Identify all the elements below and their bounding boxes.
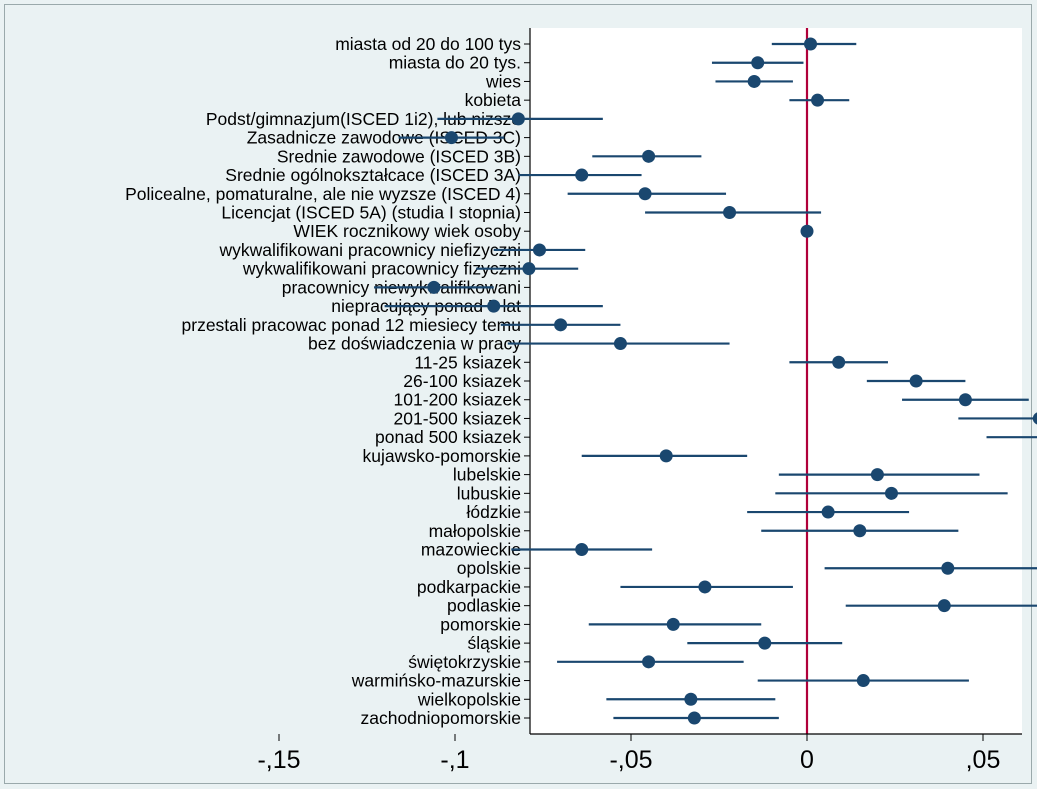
y-tick-label: śląskie <box>468 633 522 653</box>
x-tick-label: -,1 <box>440 746 469 774</box>
y-tick-label: warmińsko-mazurskie <box>351 671 521 691</box>
point-marker <box>800 224 814 238</box>
point-marker <box>642 149 656 163</box>
point-marker <box>884 486 898 500</box>
point-marker <box>698 580 712 594</box>
y-tick-label: wielkopolskie <box>417 689 521 709</box>
y-tick-label: 101-200 ksiazek <box>394 390 522 410</box>
point-marker <box>613 337 627 351</box>
y-tick-label: kujawsko-pomorskie <box>362 446 521 466</box>
y-tick-label: podlaskie <box>447 596 521 616</box>
point-marker <box>804 37 818 51</box>
y-tick-label: świętokrzyskie <box>408 652 521 672</box>
point-marker <box>1032 412 1037 425</box>
point-marker <box>853 524 867 538</box>
y-tick-label: wies <box>485 71 521 91</box>
point-marker <box>909 374 923 388</box>
point-marker <box>638 187 652 201</box>
point-marker <box>554 318 568 332</box>
y-tick-label: opolskie <box>457 558 521 578</box>
y-tick-label: Srednie zawodowe (ISCED 3B) <box>277 146 521 166</box>
point-marker <box>821 505 835 519</box>
y-tick-label: 201-500 ksiazek <box>394 408 522 428</box>
y-tick-label: podkarpackie <box>417 577 521 597</box>
y-tick-label: mazowieckie <box>421 540 521 560</box>
y-tick-label: Licencjat (ISCED 5A) (studia I stopnia) <box>221 203 521 223</box>
point-marker <box>575 543 589 556</box>
point-marker <box>723 206 737 219</box>
point-marker <box>832 355 846 369</box>
y-tick-label: łódzkie <box>467 502 521 522</box>
point-marker <box>427 280 441 294</box>
x-tick-label: -,15 <box>257 746 300 774</box>
y-tick-label: małopolskie <box>429 521 521 541</box>
point-marker <box>937 599 951 613</box>
point-marker <box>758 636 772 650</box>
point-marker <box>684 692 698 706</box>
y-tick-label: Podst/gimnazjum(ISCED 1i2), lub nizsze <box>206 109 521 129</box>
point-marker <box>522 262 536 276</box>
point-marker <box>444 131 458 145</box>
point-marker <box>747 74 761 88</box>
point-marker <box>687 711 701 725</box>
y-tick-label: miasta od 20 do 100 tys <box>335 34 521 54</box>
y-tick-label: 11-25 ksiazek <box>414 352 521 372</box>
outer-frame <box>4 4 1032 784</box>
point-marker <box>487 299 501 313</box>
y-tick-label: zachodniopomorskie <box>360 708 521 728</box>
y-tick-label: miasta do 20 tys. <box>389 53 521 73</box>
y-tick-label: bez doświadczenia w pracy <box>308 334 521 354</box>
y-tick-label: kobieta <box>465 90 522 110</box>
point-marker <box>870 468 884 482</box>
point-marker <box>666 617 680 631</box>
point-marker <box>642 655 656 669</box>
y-tick-label: 26-100 ksiazek <box>403 371 521 391</box>
y-tick-label: Policealne, pomaturalne, ale nie wyzsze … <box>125 184 521 204</box>
point-marker <box>532 243 546 257</box>
point-marker <box>575 168 589 182</box>
point-marker <box>941 561 955 575</box>
point-marker <box>958 393 972 407</box>
y-tick-label: Srednie ogólnokształcace (ISCED 3A) <box>225 165 521 185</box>
x-tick-label: 0 <box>800 746 814 774</box>
point-marker <box>856 674 870 688</box>
point-marker <box>751 56 765 70</box>
y-tick-label: lubelskie <box>453 465 521 485</box>
y-tick-label: wykwalifikowani pracownicy fizyczni <box>242 259 521 279</box>
y-tick-label: WIEK rocznikowy wiek osoby <box>293 221 521 241</box>
x-tick-label: ,05 <box>966 746 1001 774</box>
y-tick-label: przestali pracowac ponad 12 miesiecy tem… <box>182 315 521 335</box>
y-tick-label: ponad 500 ksiazek <box>375 427 521 447</box>
point-marker <box>511 112 525 126</box>
y-tick-label: lubuskie <box>457 483 521 503</box>
x-tick-label: -,05 <box>609 746 652 774</box>
y-tick-label: wykwalifikowani pracownicy niefizyczni <box>219 240 522 260</box>
point-marker <box>811 93 825 107</box>
point-marker <box>659 449 673 463</box>
y-tick-label: pomorskie <box>440 614 521 634</box>
